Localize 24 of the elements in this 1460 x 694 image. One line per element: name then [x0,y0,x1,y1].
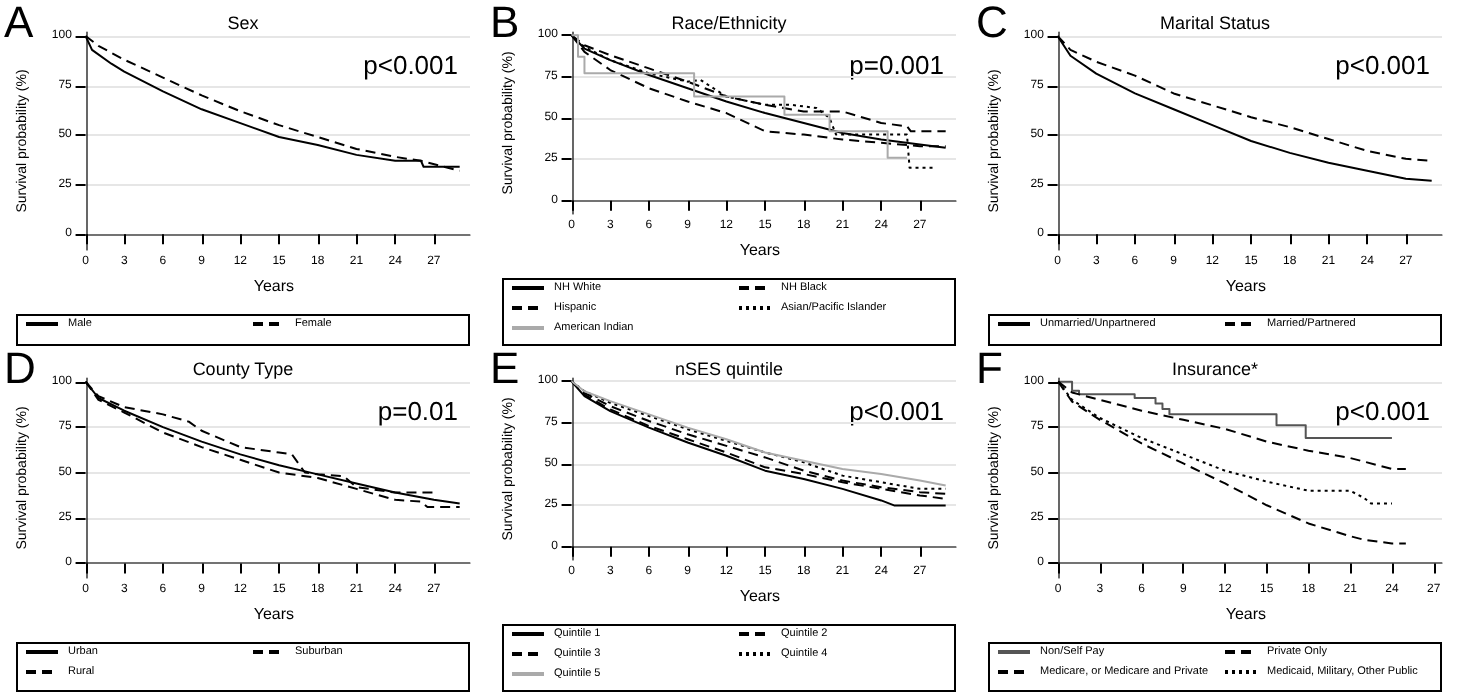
text: C [976,0,1008,47]
chart-title: Marital Status [1159,13,1272,33]
annotation: p<0.001 [363,50,459,80]
text: F [976,343,1003,393]
annotation: p=0.001 [849,50,945,80]
chart-title: Insurance* [1171,359,1260,379]
text: A [4,0,34,47]
x-axis-title: Years [253,604,295,623]
x-axis-title: Years [1225,604,1267,623]
chart-title: Race/Ethnicity [671,13,788,33]
annotation: p=0.01 [377,396,458,426]
chart-title: nSES quintile [674,359,784,379]
text: B [490,0,520,47]
annotation: p<0.001 [1335,396,1431,426]
x-axis-title: Years [253,276,295,295]
x-axis-title: Years [739,586,781,605]
x-axis-title: Years [739,240,781,259]
annotation: p<0.001 [1335,50,1431,80]
chart-title: County Type [192,359,294,379]
annotation: p<0.001 [849,396,945,426]
chart-title: Sex [227,13,260,33]
text: E [490,343,520,393]
x-axis-title: Years [1225,276,1267,295]
text: D [4,343,36,393]
